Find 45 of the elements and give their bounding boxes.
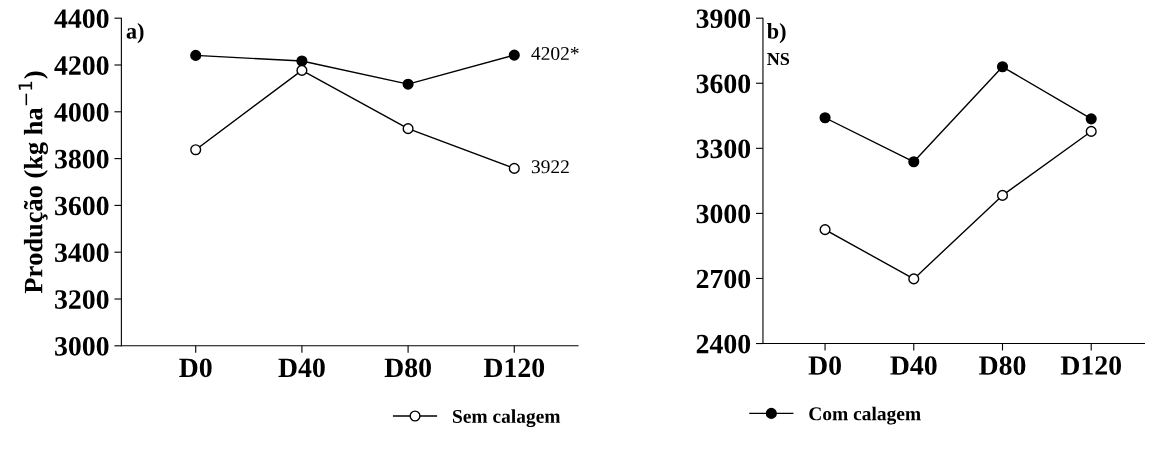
x-tick-label: D40 <box>278 358 325 378</box>
annotation: 3922 <box>531 160 569 174</box>
annotation: 4202* <box>531 46 579 61</box>
point <box>996 189 1009 201</box>
point <box>819 224 831 236</box>
point <box>402 78 414 90</box>
point <box>190 144 202 156</box>
y-tick-label: 2400 <box>696 334 751 354</box>
y-tick-label: 4400 <box>54 9 109 29</box>
y-tick-label: 4000 <box>54 102 109 122</box>
y-tick-label: 3400 <box>55 243 109 263</box>
y-tick-label: 2700 <box>696 269 751 289</box>
x-tick-label: D0 <box>808 356 841 375</box>
point <box>508 162 520 174</box>
x-tick-label: D0 <box>179 358 212 378</box>
y-tick-label: 3600 <box>55 196 109 216</box>
y-tick-label: 3800 <box>55 149 109 169</box>
x-tick-label: D40 <box>890 356 937 375</box>
point <box>908 273 920 285</box>
point <box>508 49 520 61</box>
y-tick-label: 3000 <box>696 204 751 224</box>
point <box>1085 125 1097 137</box>
y-tick-label: 4200 <box>54 56 109 75</box>
point <box>819 112 831 124</box>
point <box>996 61 1009 73</box>
legend-label: Com calagem <box>809 406 921 425</box>
annotation: b) <box>767 23 786 44</box>
y-axis-title: Produção (kg ha$^{−1}$) <box>18 71 49 294</box>
x-tick-label: D120 <box>1060 356 1122 375</box>
x-tick-label: D80 <box>979 356 1026 375</box>
y-tick-label: 3300 <box>696 139 751 159</box>
y-tick-label: 3600 <box>696 74 751 94</box>
point <box>1085 113 1097 125</box>
y-tick-label: 3200 <box>55 290 109 309</box>
point <box>908 156 920 168</box>
point <box>190 49 202 61</box>
y-tick-label: 3000 <box>55 336 109 356</box>
annotation: a) <box>126 23 144 44</box>
x-tick-label: D120 <box>483 358 545 378</box>
point <box>402 123 414 135</box>
annotation: NS <box>767 52 790 66</box>
y-tick-label: 3900 <box>696 9 751 29</box>
legend-label: Sem calagem <box>453 409 561 428</box>
x-tick-label: D80 <box>384 358 431 378</box>
point <box>296 64 308 76</box>
